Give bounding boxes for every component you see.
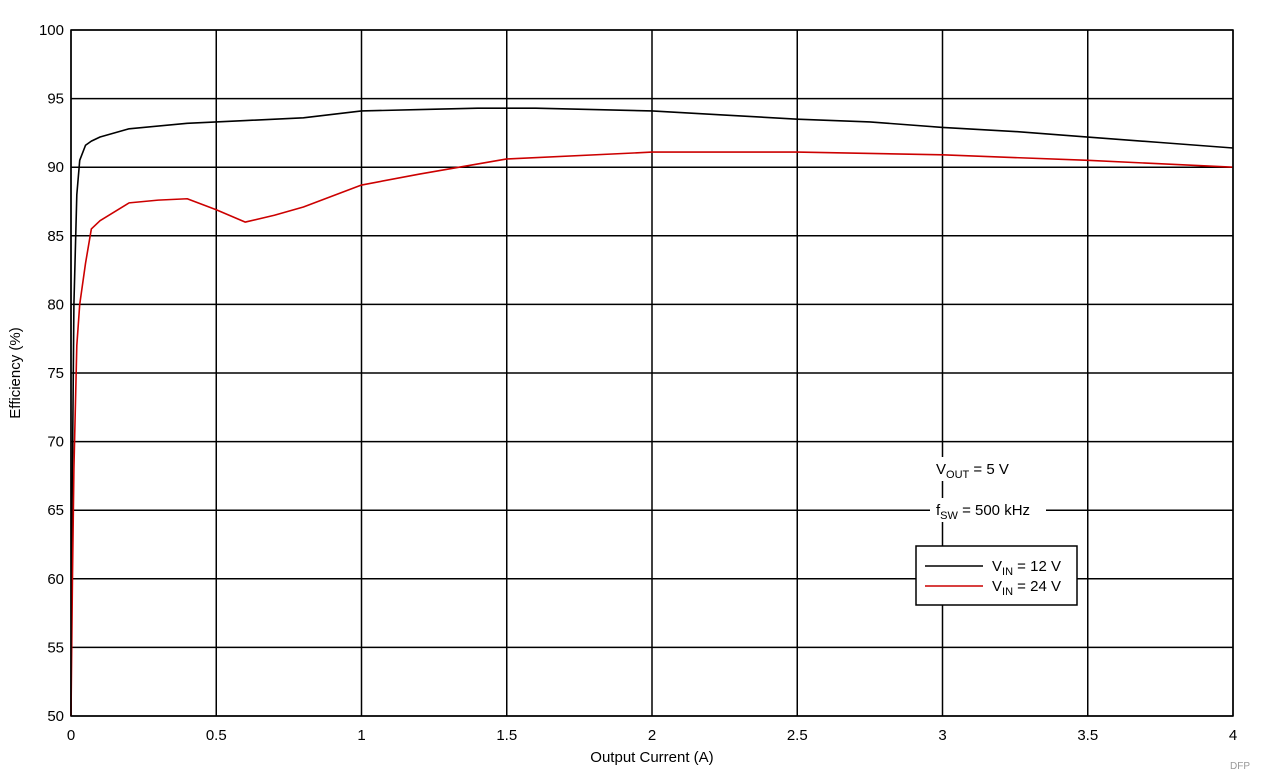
y-tick-labels: 50 55 60 65 70 75 80 85 90 95 100 [39,22,64,725]
annotation-vout-sub: OUT [946,469,970,481]
annotation-vout: VOUT = 5 V [936,461,1009,481]
annotation-fsw-sub: SW [940,510,958,522]
annotation-fsw: fSW = 500 kHz [936,502,1030,522]
legend-label-vin-12v-sub: IN [1002,566,1013,578]
legend-box [915,545,1078,606]
annotation-vout-rest: = 5 V [969,461,1009,478]
legend-label-vin-24v: VIN = 24 V [992,578,1061,598]
y-tick-label: 80 [47,296,64,313]
annotation-fsw-rest: = 500 kHz [958,502,1030,519]
y-tick-label: 65 [47,502,64,519]
y-tick-label: 90 [47,159,64,176]
y-tick-label: 70 [47,434,64,451]
legend-label-vin-12v-rest: = 12 V [1013,558,1061,575]
annotation-fsw-main: f [936,502,941,519]
y-tick-label: 85 [47,228,64,245]
series-layer [70,107,1234,717]
series-line-vin-24v [70,151,1234,717]
watermark: DFP [1230,761,1250,772]
y-tick-label: 60 [47,571,64,588]
legend: VIN = 12 V VIN = 24 V [915,545,1078,606]
y-tick-label: 50 [47,708,64,725]
y-axis-label: Efficiency (%) [7,327,24,418]
annotation-fsw-bg [930,498,1046,522]
y-tick-label: 100 [39,22,64,39]
legend-label-vin-24v-sub: IN [1002,586,1013,598]
x-tick-label: 1 [357,727,365,744]
legend-label-vin-12v: VIN = 12 V [992,558,1061,578]
x-tick-labels: 0 0.5 1 1.5 2 2.5 3 3.5 4 [67,727,1237,744]
x-tick-label: 0 [67,727,75,744]
x-tick-label: 4 [1229,727,1237,744]
y-tick-label: 55 [47,639,64,656]
x-axis-label: Output Current (A) [590,749,713,766]
x-tick-label: 2 [648,727,656,744]
legend-label-vin-24v-rest: = 24 V [1013,578,1061,595]
annotation-vout-main: V [936,461,946,478]
y-tick-label: 95 [47,91,64,108]
plot-frame [70,29,1234,717]
y-tick-label: 75 [47,365,64,382]
legend-label-vin-24v-main: V [992,578,1002,595]
x-tick-label: 3 [938,727,946,744]
annotation-vout-bg [930,457,1030,481]
x-tick-label: 0.5 [206,727,227,744]
x-tick-label: 2.5 [787,727,808,744]
legend-label-vin-12v-main: V [992,558,1002,575]
series-line-vin-12v [70,107,1234,717]
x-tick-label: 3.5 [1077,727,1098,744]
x-tick-label: 1.5 [496,727,517,744]
